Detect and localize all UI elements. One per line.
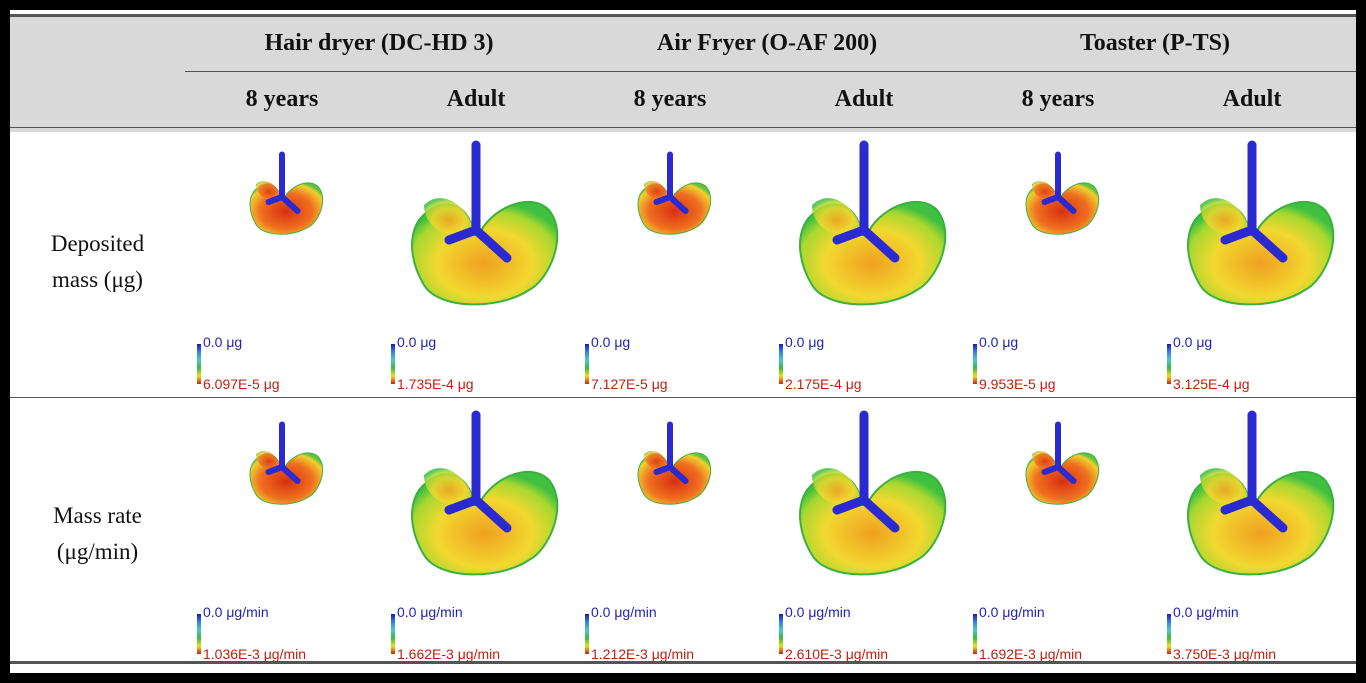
legend-max-label: 1.212E-3 μg/min — [591, 646, 695, 662]
legend-max-label: 1.662E-3 μg/min — [397, 646, 501, 662]
legend-max-label: 2.610E-3 μg/min — [785, 646, 889, 662]
row-label-mass-rate: Mass rate (μg/min) — [10, 498, 185, 570]
lung-deposition-image — [249, 421, 324, 505]
subheader-age: 8 years — [245, 86, 319, 112]
lung-deposition-image — [799, 410, 947, 576]
color-scale-bar — [1167, 344, 1171, 384]
color-scale-bar — [391, 344, 395, 384]
lung-deposition-image — [1187, 410, 1335, 576]
lung-deposition-image — [411, 140, 559, 306]
group-rule — [185, 71, 1356, 72]
row-label-deposited-mass: Deposited mass (μg) — [10, 226, 185, 298]
legend-min-label: 0.0 μg — [591, 334, 631, 350]
group-air-fryer: Air Fryer (O-AF 200) — [656, 30, 878, 56]
color-scale-bar — [1167, 614, 1171, 654]
legend-max-label: 1.036E-3 μg/min — [203, 646, 307, 662]
lung-cell: 0.0 μg/min 1.212E-3 μg/min — [573, 402, 767, 667]
subheader-age: Adult — [446, 86, 506, 112]
legend-max-label: 2.175E-4 μg — [785, 376, 862, 392]
header-rule — [10, 127, 1356, 128]
legend-min-label: 0.0 μg/min — [979, 604, 1045, 620]
legend-min-label: 0.0 μg — [1173, 334, 1213, 350]
color-scale-bar — [973, 614, 977, 654]
subheader-age: 8 years — [633, 86, 707, 112]
lung-cell: 0.0 μg 7.127E-5 μg — [573, 132, 767, 397]
color-scale-bar — [585, 344, 589, 384]
legend-min-label: 0.0 μg/min — [591, 604, 657, 620]
subheader-age: 8 years — [1021, 86, 1095, 112]
color-scale-bar — [585, 614, 589, 654]
legend-max-label: 1.735E-4 μg — [397, 376, 474, 392]
lung-deposition-image — [637, 151, 712, 235]
row-label-line: mass (μg) — [52, 267, 143, 292]
color-scale-bar — [391, 614, 395, 654]
lung-cell: 0.0 μg 2.175E-4 μg — [767, 132, 961, 397]
subheader-age: Adult — [834, 86, 894, 112]
color-scale-bar — [197, 614, 201, 654]
legend-min-label: 0.0 μg/min — [203, 604, 269, 620]
lung-deposition-image — [799, 140, 947, 306]
bottom-rule — [10, 661, 1356, 664]
legend-max-label: 6.097E-5 μg — [203, 376, 280, 392]
top-rule — [10, 14, 1356, 17]
lung-deposition-image — [411, 410, 559, 576]
color-scale-bar — [973, 344, 977, 384]
legend-min-label: 0.0 μg — [203, 334, 243, 350]
color-scale-bar — [779, 344, 783, 384]
legend-max-label: 9.953E-5 μg — [979, 376, 1056, 392]
color-scale-bar — [197, 344, 201, 384]
lung-cell: 0.0 μg 3.125E-4 μg — [1155, 132, 1349, 397]
lung-cell: 0.0 μg 6.097E-5 μg — [185, 132, 379, 397]
legend-max-label: 3.125E-4 μg — [1173, 376, 1250, 392]
subheader-age: Adult — [1222, 86, 1282, 112]
legend-max-label: 7.127E-5 μg — [591, 376, 668, 392]
lung-deposition-image — [637, 421, 712, 505]
lung-deposition-image — [1187, 140, 1335, 306]
deposition-figure-table: Hair dryer (DC-HD 3) Air Fryer (O-AF 200… — [10, 10, 1356, 673]
lung-cell: 0.0 μg/min 1.036E-3 μg/min — [185, 402, 379, 667]
row-label-line: Deposited — [50, 231, 145, 256]
row-label-line: Mass rate — [53, 503, 142, 528]
legend-min-label: 0.0 μg — [979, 334, 1019, 350]
lung-cell: 0.0 μg 1.735E-4 μg — [379, 132, 573, 397]
legend-min-label: 0.0 μg/min — [397, 604, 463, 620]
lung-deposition-image — [1025, 421, 1100, 505]
legend-max-label: 1.692E-3 μg/min — [979, 646, 1083, 662]
lung-cell: 0.0 μg/min 2.610E-3 μg/min — [767, 402, 961, 667]
header-band — [10, 15, 1356, 132]
lung-cell: 0.0 μg 9.953E-5 μg — [961, 132, 1155, 397]
lung-cell: 0.0 μg/min 3.750E-3 μg/min — [1155, 402, 1349, 667]
lung-deposition-image — [1025, 151, 1100, 235]
lung-cell: 0.0 μg/min 1.692E-3 μg/min — [961, 402, 1155, 667]
legend-min-label: 0.0 μg/min — [785, 604, 851, 620]
group-hair-dryer: Hair dryer (DC-HD 3) — [264, 30, 494, 56]
legend-min-label: 0.0 μg — [785, 334, 825, 350]
legend-min-label: 0.0 μg — [397, 334, 437, 350]
group-toaster: Toaster (P-TS) — [1080, 30, 1230, 56]
lung-cell: 0.0 μg/min 1.662E-3 μg/min — [379, 402, 573, 667]
lung-deposition-image — [249, 151, 324, 235]
color-scale-bar — [779, 614, 783, 654]
legend-max-label: 3.750E-3 μg/min — [1173, 646, 1277, 662]
legend-min-label: 0.0 μg/min — [1173, 604, 1239, 620]
row-rule — [10, 397, 1356, 398]
row-label-line: (μg/min) — [56, 539, 139, 564]
